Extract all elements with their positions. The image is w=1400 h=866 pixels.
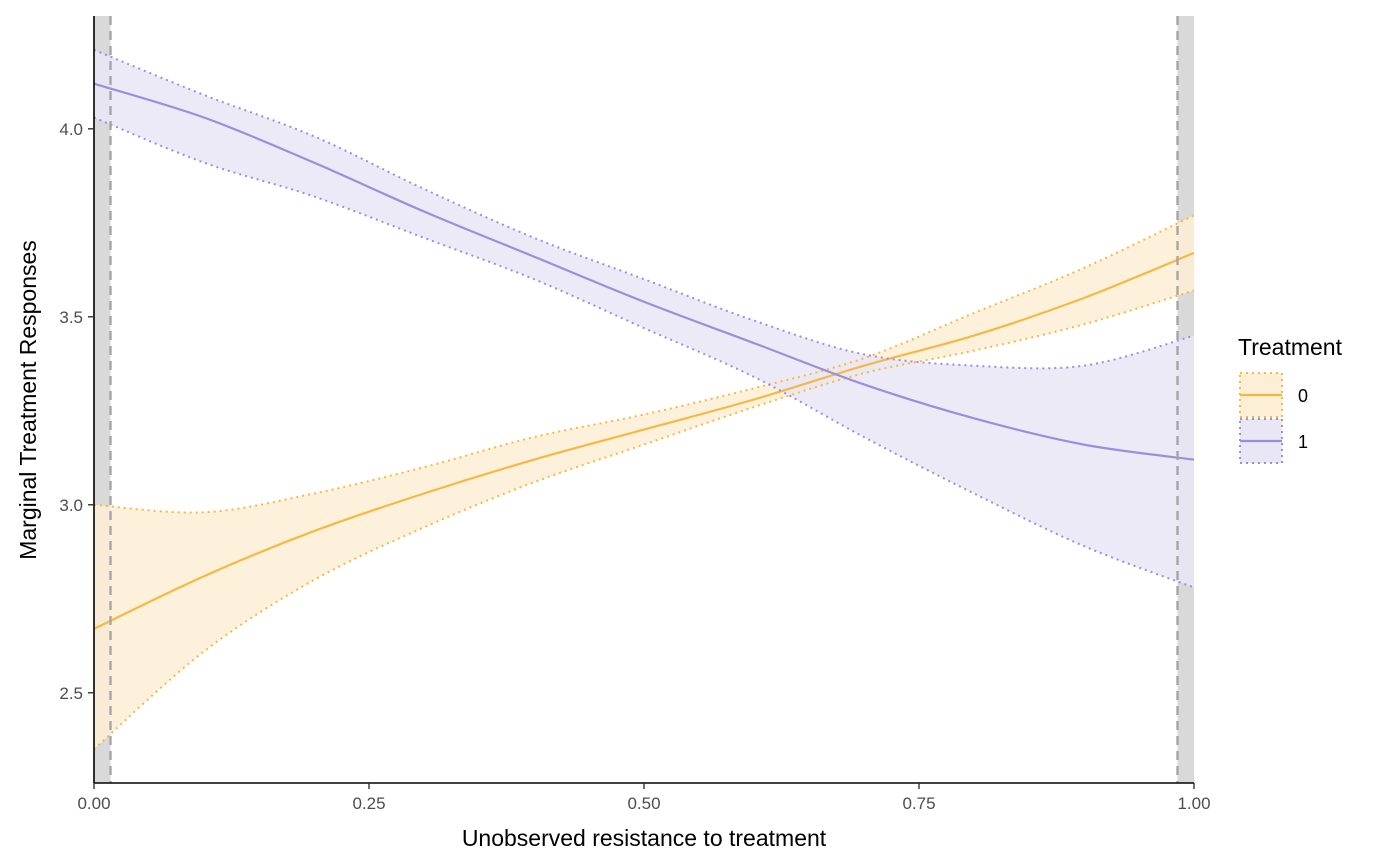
lower-bound-treatment-1 [93,116,1195,589]
y-axis-title: Marginal Treatment Responses [15,240,41,560]
legend-label: 0 [1298,386,1308,406]
y-tick-label: 3.0 [59,496,83,515]
confidence-ribbons [94,49,1194,750]
ticks: 0.00 0.25 0.50 0.75 1.00 2.5 3.0 3.5 4.0 [59,120,1210,813]
x-tick-label: 0.75 [902,794,935,813]
ribbon-treatment-0 [94,215,1194,750]
legend-item-treatment-1: 1 [1239,418,1308,464]
y-tick-label: 3.5 [59,308,83,327]
legend-label: 1 [1298,432,1308,452]
legend-item-treatment-0: 0 [1239,372,1308,418]
ribbon-treatment-1 [94,49,1194,588]
legend: Treatment 0 1 [1238,334,1343,464]
x-axis-title: Unobserved resistance to treatment [462,825,827,851]
line-treatment-1 [93,82,1195,461]
series-lines [93,48,1195,750]
line-treatment-0 [93,251,1195,630]
y-tick-label: 2.5 [59,684,83,703]
x-tick-label: 0.25 [352,794,385,813]
x-tick-label: 0.50 [627,794,660,813]
trim-boundary-lines [109,16,1179,783]
legend-title: Treatment [1238,334,1343,360]
x-tick-label: 0.00 [77,794,110,813]
x-tick-label: 1.00 [1177,794,1210,813]
lower-bound-treatment-0 [93,289,1195,750]
y-tick-label: 4.0 [59,120,83,139]
